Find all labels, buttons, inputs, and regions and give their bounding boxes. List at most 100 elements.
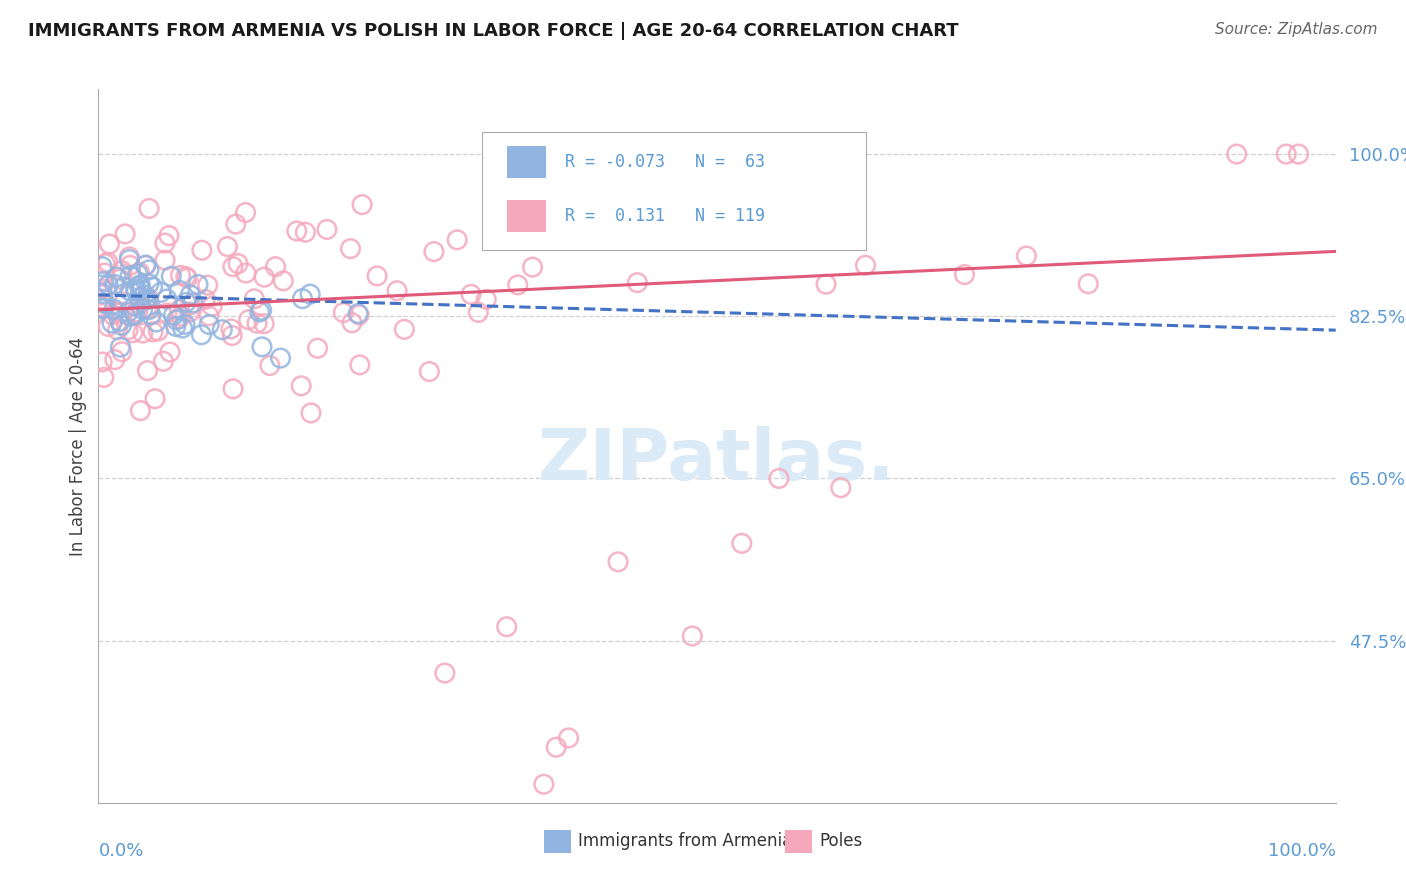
Point <box>108 272 131 286</box>
Point <box>170 309 193 323</box>
Point <box>259 359 281 373</box>
Point <box>190 327 212 342</box>
Point <box>291 292 314 306</box>
Point <box>153 236 176 251</box>
Point <box>104 352 127 367</box>
Point <box>460 287 482 301</box>
Point <box>768 471 790 485</box>
Point <box>138 302 160 317</box>
Point <box>347 308 370 322</box>
Point <box>271 274 294 288</box>
Text: IMMIGRANTS FROM ARMENIA VS POLISH IN LABOR FORCE | AGE 20-64 CORRELATION CHART: IMMIGRANTS FROM ARMENIA VS POLISH IN LAB… <box>28 22 959 40</box>
Point <box>446 233 468 247</box>
Point <box>128 297 150 311</box>
Point <box>124 308 146 322</box>
Point <box>467 305 489 319</box>
Point <box>120 309 142 323</box>
Text: 100.0%: 100.0% <box>1268 842 1336 860</box>
Point <box>253 270 276 285</box>
Point <box>118 252 141 267</box>
Point <box>165 319 187 334</box>
Point <box>103 302 125 317</box>
Point <box>181 296 204 310</box>
Point <box>153 253 176 268</box>
Point <box>211 323 233 337</box>
Point <box>127 267 149 281</box>
Point <box>557 731 579 745</box>
Point <box>131 283 153 297</box>
Text: Poles: Poles <box>820 832 863 850</box>
Point <box>128 265 150 279</box>
Point <box>548 207 571 221</box>
Point <box>201 299 224 313</box>
Point <box>107 323 129 337</box>
Point <box>167 311 190 326</box>
Point <box>172 321 194 335</box>
Point <box>91 288 114 302</box>
Point <box>108 314 131 328</box>
Bar <box>544 830 571 853</box>
Point <box>294 225 316 239</box>
Point <box>179 305 201 319</box>
Point <box>1226 147 1249 161</box>
Point <box>198 318 221 332</box>
Point <box>94 257 117 271</box>
Text: R =  0.131   N = 119: R = 0.131 N = 119 <box>565 207 765 225</box>
Point <box>166 313 188 327</box>
Point <box>134 259 156 273</box>
Y-axis label: In Labor Force | Age 20-64: In Labor Force | Age 20-64 <box>69 336 87 556</box>
Point <box>139 308 162 322</box>
Point <box>125 282 148 296</box>
Bar <box>506 146 547 178</box>
Point <box>97 319 120 334</box>
Point <box>250 340 273 354</box>
Point <box>1275 147 1298 161</box>
Point <box>169 284 191 298</box>
Point <box>385 284 408 298</box>
Point <box>249 305 271 319</box>
Point <box>752 222 775 236</box>
Point <box>238 312 260 326</box>
Point <box>522 260 544 274</box>
Point <box>128 279 150 293</box>
Point <box>418 365 440 379</box>
Point <box>110 340 132 354</box>
Point <box>101 308 124 322</box>
Point <box>91 260 114 274</box>
Point <box>118 284 141 298</box>
Text: Source: ZipAtlas.com: Source: ZipAtlas.com <box>1215 22 1378 37</box>
Point <box>1015 249 1038 263</box>
Point <box>250 303 273 318</box>
Point <box>506 277 529 292</box>
Point <box>475 293 498 307</box>
Point <box>533 777 555 791</box>
Point <box>179 288 201 302</box>
Bar <box>506 200 547 232</box>
Point <box>91 286 114 301</box>
Point <box>124 299 146 313</box>
Point <box>104 277 127 292</box>
Point <box>180 298 202 312</box>
Point <box>626 276 648 290</box>
Point <box>141 280 163 294</box>
Point <box>352 197 374 211</box>
Point <box>125 284 148 298</box>
Point <box>91 301 114 316</box>
Point <box>135 258 157 272</box>
Point <box>160 269 183 284</box>
Point <box>340 316 363 330</box>
Point <box>97 255 120 269</box>
Point <box>128 291 150 305</box>
Point <box>112 295 135 310</box>
Point <box>117 305 139 319</box>
Point <box>173 318 195 332</box>
Point <box>433 666 456 681</box>
Point <box>339 242 361 256</box>
Point <box>855 258 877 272</box>
Point <box>120 258 142 272</box>
Point <box>129 403 152 417</box>
Point <box>222 260 245 274</box>
Text: Immigrants from Armenia: Immigrants from Armenia <box>578 832 793 850</box>
Point <box>156 292 179 306</box>
Point <box>138 202 160 216</box>
